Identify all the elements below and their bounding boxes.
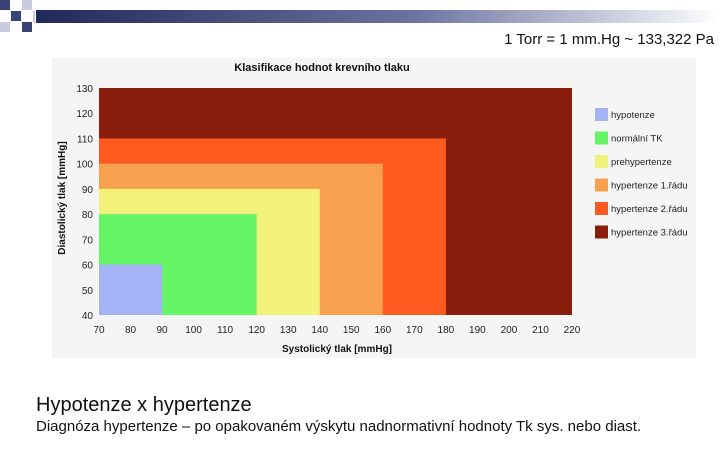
- x-axis-label: Systolický tlak [mmHg]: [282, 344, 392, 355]
- region-hypotenze: [99, 264, 163, 315]
- x-tick-label: 140: [311, 325, 328, 336]
- legend-swatch: [595, 155, 608, 168]
- y-tick-label: 70: [82, 235, 94, 246]
- chart-regions: [99, 88, 572, 315]
- x-tick-label: 150: [343, 325, 360, 336]
- legend-swatch: [595, 131, 608, 145]
- y-tick-label: 130: [76, 84, 93, 95]
- legend-label: hypotenze: [611, 110, 655, 121]
- legend-label: normální TK: [611, 134, 663, 145]
- x-tick-label: 180: [438, 325, 455, 336]
- chart-legend: hypotenze normální TK prehypertenze hyperte…: [595, 108, 688, 239]
- x-tick-label: 90: [157, 325, 169, 336]
- blood-pressure-chart: Klasifikace hodnot krevního tlaku 70 80 90…: [57, 62, 688, 355]
- chart-panel: Klasifikace hodnot krevního tlaku 70 80 90…: [52, 58, 696, 358]
- y-tick-label: 100: [76, 160, 93, 171]
- legend-label: hypertenze 2.řádu: [611, 204, 688, 215]
- legend-swatch: [595, 202, 608, 215]
- legend-label: hypertenze 1.řádu: [611, 181, 688, 192]
- y-tick-label: 40: [82, 311, 94, 322]
- x-tick-label: 130: [280, 325, 297, 336]
- x-tick-label: 220: [564, 325, 581, 336]
- y-tick-label: 80: [82, 210, 94, 221]
- corner-squares: [0, 0, 35, 32]
- y-axis-ticks: 40 50 60 70 80 90 100 110 120 130: [76, 84, 93, 322]
- x-tick-label: 70: [93, 325, 105, 336]
- y-tick-label: 110: [77, 134, 93, 145]
- y-axis-label: Diastolický tlak [mmHg]: [57, 141, 68, 254]
- y-tick-label: 50: [82, 286, 94, 297]
- x-axis-ticks: 70 80 90 100 110 120 130 140 150 160 170 180 190 200 2…: [93, 325, 580, 336]
- unit-conversion-note: 1 Torr = 1 mm.Hg ~ 133,322 Pa: [504, 31, 714, 48]
- legend-label: prehypertenze: [611, 157, 672, 168]
- corner-decoration: [0, 0, 720, 32]
- x-tick-label: 190: [469, 325, 486, 336]
- x-tick-label: 100: [185, 325, 202, 336]
- x-tick-label: 200: [501, 325, 518, 336]
- y-tick-label: 90: [82, 185, 94, 196]
- y-tick-label: 120: [76, 109, 93, 120]
- x-tick-label: 120: [248, 325, 265, 336]
- slide-body-text: Diagnóza hypertenze – po opakovaném výsk…: [36, 418, 642, 435]
- x-tick-label: 80: [125, 325, 137, 336]
- legend-label: hypertenze 3.řádu: [611, 228, 688, 239]
- x-tick-label: 210: [532, 325, 549, 336]
- header-gradient-bar: [36, 10, 720, 23]
- legend-swatch: [595, 108, 608, 121]
- x-tick-label: 170: [406, 325, 423, 336]
- x-tick-label: 160: [374, 325, 391, 336]
- x-tick-label: 110: [217, 325, 233, 336]
- legend-swatch: [595, 178, 608, 192]
- slide-title: Hypotenze x hypertenze: [36, 394, 252, 416]
- y-tick-label: 60: [82, 261, 94, 272]
- chart-title: Klasifikace hodnot krevního tlaku: [234, 62, 409, 74]
- legend-swatch: [595, 225, 608, 239]
